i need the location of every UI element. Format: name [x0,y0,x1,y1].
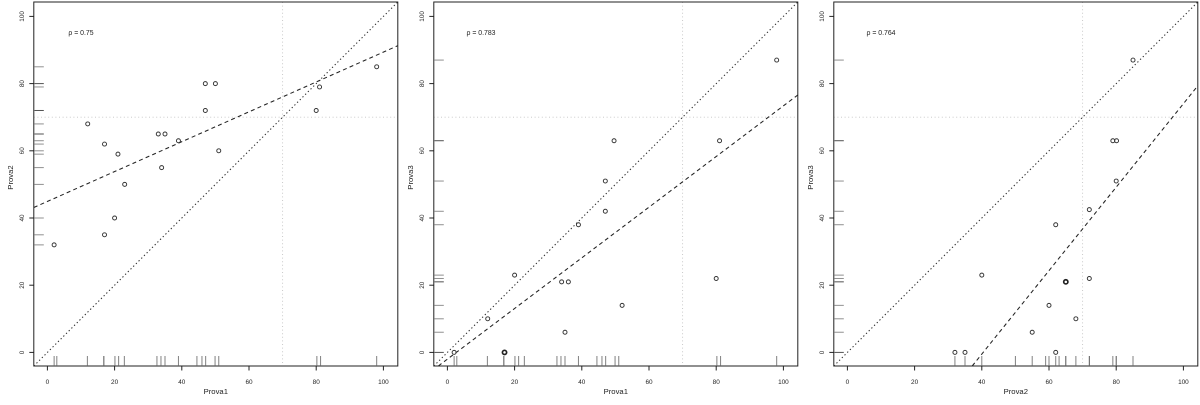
svg-text:40: 40 [578,379,586,386]
svg-text:Prova3: Prova3 [806,165,815,189]
svg-text:Prova2: Prova2 [1004,387,1028,396]
svg-text:80: 80 [819,80,826,88]
svg-text:40: 40 [419,214,426,222]
svg-text:0: 0 [819,350,826,354]
svg-text:60: 60 [419,147,426,155]
svg-text:60: 60 [645,379,653,386]
svg-text:Prova1: Prova1 [204,387,228,396]
svg-text:60: 60 [19,147,26,155]
svg-text:100: 100 [19,11,26,22]
svg-text:40: 40 [978,379,986,386]
svg-text:20: 20 [511,379,519,386]
svg-text:ρ = 0.783: ρ = 0.783 [466,30,495,37]
svg-text:20: 20 [111,379,119,386]
svg-text:100: 100 [1178,379,1189,386]
svg-text:0: 0 [19,350,26,354]
svg-text:ρ = 0.764: ρ = 0.764 [866,30,895,37]
svg-text:60: 60 [1045,379,1053,386]
svg-text:100: 100 [778,379,789,386]
svg-text:100: 100 [819,11,826,22]
svg-text:20: 20 [911,379,919,386]
svg-text:20: 20 [819,281,826,289]
svg-text:60: 60 [819,147,826,155]
svg-text:80: 80 [419,80,426,88]
svg-text:100: 100 [419,11,426,22]
svg-text:40: 40 [178,379,186,386]
svg-text:Prova3: Prova3 [406,165,415,189]
svg-text:80: 80 [713,379,721,386]
svg-text:60: 60 [245,379,253,386]
svg-text:80: 80 [1113,379,1121,386]
svg-text:0: 0 [446,379,450,386]
svg-text:100: 100 [378,379,389,386]
svg-text:20: 20 [19,281,26,289]
svg-text:0: 0 [46,379,50,386]
svg-text:20: 20 [419,281,426,289]
svg-text:0: 0 [846,379,850,386]
svg-text:80: 80 [313,379,321,386]
svg-text:Prova1: Prova1 [604,387,628,396]
svg-text:ρ = 0.75: ρ = 0.75 [68,30,93,37]
svg-text:80: 80 [19,80,26,88]
svg-text:40: 40 [19,214,26,222]
svg-text:Prova2: Prova2 [6,165,15,189]
svg-text:0: 0 [419,350,426,354]
svg-text:40: 40 [819,214,826,222]
